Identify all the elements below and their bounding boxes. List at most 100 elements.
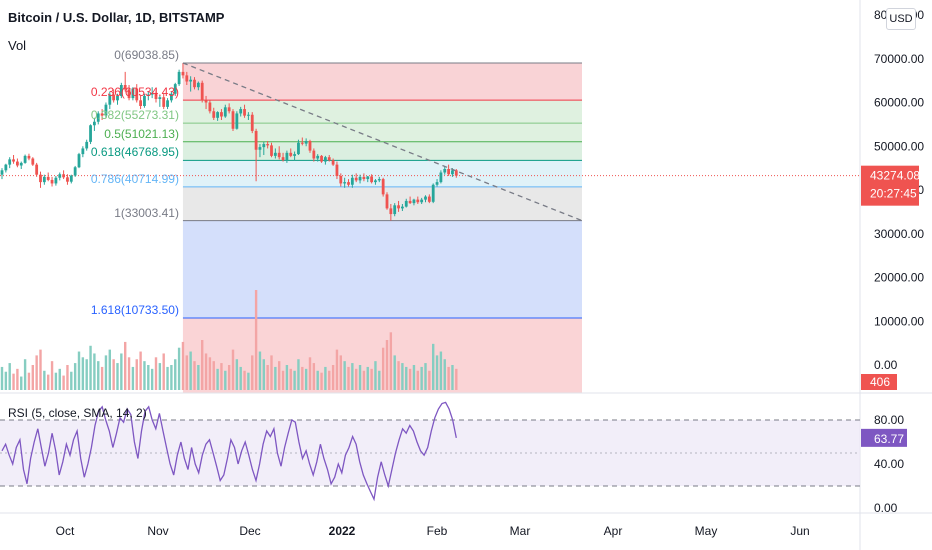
candle-body [377,179,381,181]
volume-bar [73,363,77,390]
volume-bar [405,366,408,390]
candle-body [327,157,331,161]
candle-body [127,89,131,99]
volume-bar [31,365,34,390]
volume-bar [316,370,319,390]
volume-bar [297,359,300,390]
volume-bar [420,366,423,390]
rsi-line [1,401,457,502]
volume-bar [362,370,366,390]
candle-body [119,85,123,96]
volume-bar [120,353,123,390]
volume-bar [451,365,454,390]
volume-bar [389,332,393,390]
volume-bar [308,357,312,390]
candle-body [247,114,250,116]
volume-bar [324,366,327,390]
candle-body [243,109,246,116]
candle-body [412,199,416,204]
volume-bar [201,340,204,390]
fib-label: 1(33003.41) [114,205,179,220]
candle-body [281,157,285,161]
candle-body [312,150,316,159]
volume-bar [135,359,138,390]
candle-body [35,164,39,175]
candle-body [196,82,200,88]
volume-bar [335,349,339,390]
volume-bar [239,366,242,390]
candle-body [262,144,266,148]
volume-bar [70,371,73,390]
volume-bar [162,353,165,390]
volume-bar [401,363,404,390]
candle-body [46,176,50,180]
candle-body [350,177,354,185]
current-price-value: 43274.08 [870,169,920,183]
volume-bar [131,366,135,390]
candlesticks [0,62,458,221]
volume-bar [50,361,54,390]
candle-body [277,152,281,158]
price-tick-label: 70000.00 [874,52,924,66]
candle-body [393,205,397,215]
candle-body [374,180,377,183]
volume-bar [177,347,181,390]
volume-bar [181,341,185,390]
volume-bar [443,359,446,390]
candle-body [273,152,277,156]
volume-bar [366,366,369,390]
volume-bar [243,370,246,390]
volume-bar [424,363,427,390]
volume-bar [274,366,277,390]
price-tick-label: 50000.00 [874,139,924,153]
candle-body [223,107,227,117]
candle-body [185,75,189,82]
volume-badge-value: 406 [870,375,890,389]
fib-band [182,220,582,319]
time-tick-label: Mar [510,524,531,538]
candle-body [443,169,447,173]
candle-body [254,130,258,150]
volume-bar [35,355,38,390]
candle-body [320,155,323,162]
volume-bar [27,372,31,390]
volume-bar [212,361,215,390]
volume-bar [358,365,362,390]
fib-retracement-bands[interactable] [182,62,582,393]
price-tick-label: 20000.00 [874,271,924,285]
volume-bar [62,375,65,390]
candle-body [366,176,370,180]
fib-label: 0.382(55273.31) [90,108,179,123]
volume-bar [93,353,96,390]
volume-bar [262,359,265,390]
volume-bar [143,361,146,390]
volume-bar [378,370,381,390]
volume-bar [112,359,115,390]
volume-bar [108,349,111,390]
volume-bar [385,340,389,390]
fib-band [182,123,582,142]
volume-bar [39,349,42,390]
candle-body [439,172,443,183]
candle-body [104,104,108,116]
candle-body [424,196,427,200]
fib-label: 0.5(51021.13) [104,126,179,141]
volume-bar [193,361,196,390]
candle-body [170,93,173,101]
candle-body [135,88,139,101]
candle-body [289,152,293,156]
volume-bar [97,361,100,390]
volume-bar [104,355,108,390]
volume-bar [408,368,412,390]
rsi-tick-label: 40.00 [874,457,904,471]
candle-body [258,147,262,150]
candle-body [58,174,62,178]
candle-body [8,159,12,165]
fib-label: 0.236(60534.43) [90,85,179,100]
candle-body [123,85,127,90]
volume-bar [447,366,450,390]
candle-body [250,114,254,131]
countdown-timer: 20:27:45 [870,187,917,201]
currency-button[interactable]: USD [886,8,916,30]
